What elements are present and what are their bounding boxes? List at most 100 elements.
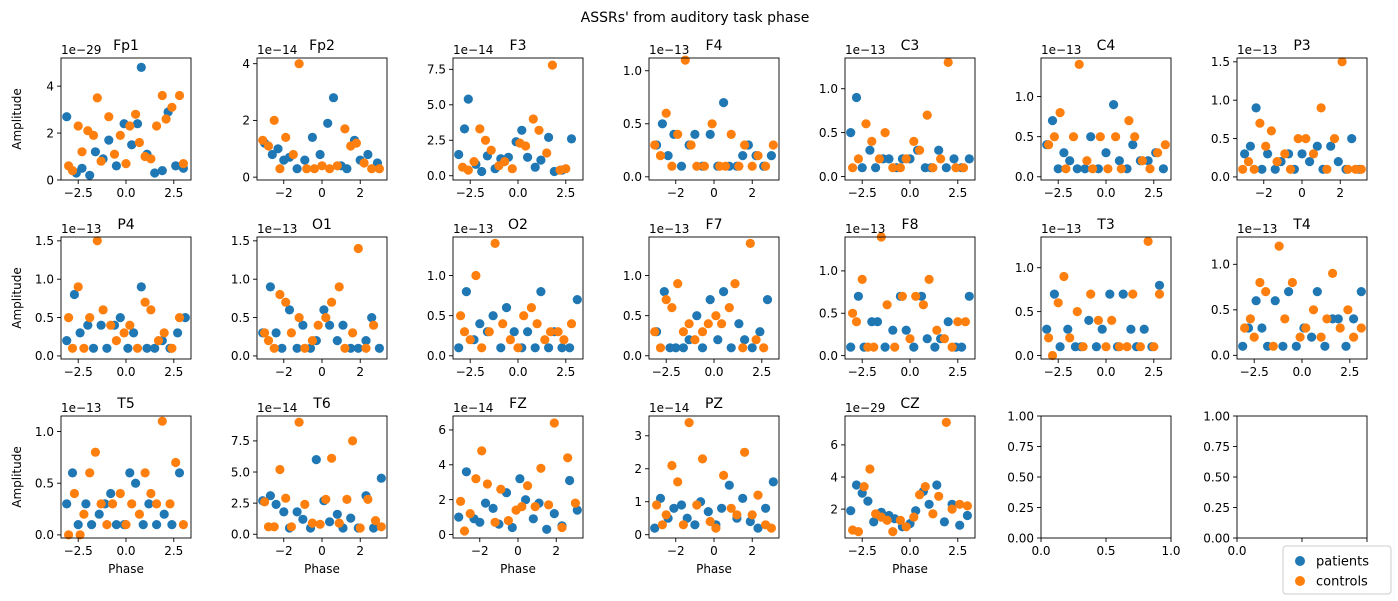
point-cz-controls-17: [955, 499, 965, 509]
xtick-label-f7-2: 2.5: [752, 365, 771, 379]
point-cz-patients-17: [962, 510, 973, 521]
point-fp2-controls-12: [340, 124, 350, 134]
point-cz-patients-12: [924, 499, 934, 509]
point-cz-controls-12: [920, 482, 930, 492]
axes-frame-p4: [60, 236, 192, 360]
point-p4-patients-12: [142, 343, 152, 353]
point-o1-controls-2: [269, 343, 279, 353]
point-o1-controls-9: [313, 320, 323, 330]
offset-text-p3: 1e−13: [1237, 43, 1277, 57]
ytick-label-fp2-2: 4: [242, 57, 250, 71]
xtick-label-f7-1: 0.0: [704, 365, 723, 379]
xtick-label-empty-19-1: 0.5: [1096, 544, 1115, 558]
point-fp1-controls-13: [131, 109, 141, 119]
ytick-label-fp1-0: 0: [46, 173, 54, 187]
xtick-label-empty-20-0: 0.0: [1227, 544, 1246, 558]
point-t6-patients-6: [298, 514, 308, 524]
point-fz-controls-10: [517, 502, 527, 512]
ytick-label-c4-2: 1.0: [1015, 90, 1034, 104]
point-fz-controls-4: [477, 446, 487, 456]
point-fz-patients-5: [488, 503, 498, 513]
point-t6-controls-0: [260, 497, 270, 507]
point-t5-controls-16: [157, 416, 167, 426]
xtick-label-p3-0: −2: [1255, 186, 1273, 200]
point-cz-controls-2: [859, 482, 869, 492]
point-pz-patients-3: [669, 503, 679, 513]
point-p4-controls-3: [79, 343, 89, 353]
point-p4-controls-11: [132, 343, 143, 353]
point-f4-controls-2: [661, 108, 671, 118]
point-f7-controls-16: [751, 335, 761, 345]
point-o1-controls-8: [307, 336, 317, 346]
ytick-label-fz-0: 0: [438, 528, 446, 542]
offset-text-c4: 1e−13: [1041, 43, 1081, 57]
point-fp2-patients-8: [315, 149, 325, 160]
point-f3-controls-10: [521, 141, 531, 151]
point-t5-controls-17: [165, 499, 175, 509]
point-t6-patients-8: [311, 455, 321, 465]
point-fz-patients-14: [549, 508, 559, 519]
point-fp2-controls-17: [374, 164, 384, 174]
point-f4-patients-10: [719, 98, 729, 108]
point-p4-patients-8: [115, 313, 125, 323]
point-p3-patients-5: [1270, 164, 1280, 174]
point-t3-patients-12: [1126, 324, 1136, 334]
axes-frame-p3: [1236, 57, 1368, 181]
point-pz-controls-4: [673, 477, 683, 487]
point-c4-patients-17: [1158, 164, 1168, 174]
point-o2-patients-15: [557, 343, 567, 353]
ytick-label-p3-0: 0.0: [1211, 170, 1230, 184]
point-t4-controls-5: [1268, 341, 1278, 351]
xtick-label-t3-1: 0.0: [1096, 365, 1115, 379]
point-cz-patients-1: [851, 480, 862, 490]
point-p3-controls-11: [1308, 149, 1319, 159]
subplot-title-f3: F3: [510, 38, 527, 54]
point-t3-controls-15: [1143, 236, 1153, 246]
point-fp1-controls-19: [161, 114, 171, 124]
point-t5-controls-5: [90, 447, 100, 457]
point-t3-patients-3: [1063, 324, 1073, 334]
point-t6-controls-16: [363, 494, 373, 504]
point-t4-patients-5: [1270, 296, 1280, 306]
point-pz-controls-14: [740, 447, 750, 457]
point-f3-controls-16: [561, 164, 571, 174]
point-cz-controls-9: [901, 522, 911, 532]
point-t3-patients-11: [1118, 289, 1128, 299]
point-o2-patients-7: [501, 303, 512, 313]
subplot-title-t3: T3: [1096, 217, 1114, 233]
point-fp1-controls-17: [152, 121, 162, 131]
ytick-label-o2-0: 0.0: [427, 349, 446, 363]
point-pz-patients-8: [703, 507, 713, 517]
point-o1-controls-6: [294, 313, 304, 323]
point-c3-controls-3: [867, 136, 877, 146]
point-f7-patients-9: [713, 335, 723, 345]
point-fp1-controls-12: [125, 121, 135, 131]
subplot-title-fz: FZ: [509, 396, 527, 412]
ytick-label-pz-3: 3: [634, 429, 642, 443]
panel-empty-19: 0.0 0.5 1.0 0.00 0.25 0.50 0.75 1.00: [1007, 409, 1180, 558]
point-c3-controls-5: [880, 128, 890, 138]
point-c3-controls-6: [888, 163, 898, 173]
ytick-label-t4-1: 0.5: [1211, 303, 1230, 317]
subplot-title-f4: F4: [706, 38, 723, 54]
point-f4-controls-18: [768, 140, 778, 150]
ytick-label-c4-0: 0.0: [1015, 170, 1034, 184]
xtick-label-t5-1: 0.0: [116, 544, 135, 558]
point-o2-controls-2: [465, 335, 475, 345]
point-c3-controls-15: [951, 163, 961, 173]
point-o2-controls-16: [559, 335, 569, 345]
point-f8-patients-4: [872, 317, 883, 327]
xtick-label-empty-19-0: 0.0: [1031, 544, 1050, 558]
point-cz-controls-11: [915, 490, 925, 500]
point-o2-patients-13: [544, 343, 554, 353]
point-p4-controls-6: [98, 305, 108, 315]
point-f7-patients-7: [697, 343, 708, 353]
point-t5-controls-15: [152, 499, 162, 509]
point-c3-patients-0: [846, 128, 856, 138]
point-p4-controls-4: [85, 313, 95, 323]
point-o1-patients-9: [319, 305, 329, 315]
point-o2-patients-11: [530, 343, 540, 353]
point-pz-patients-16: [761, 503, 771, 513]
point-fp1-controls-16: [146, 154, 156, 164]
point-f7-controls-12: [724, 303, 734, 313]
